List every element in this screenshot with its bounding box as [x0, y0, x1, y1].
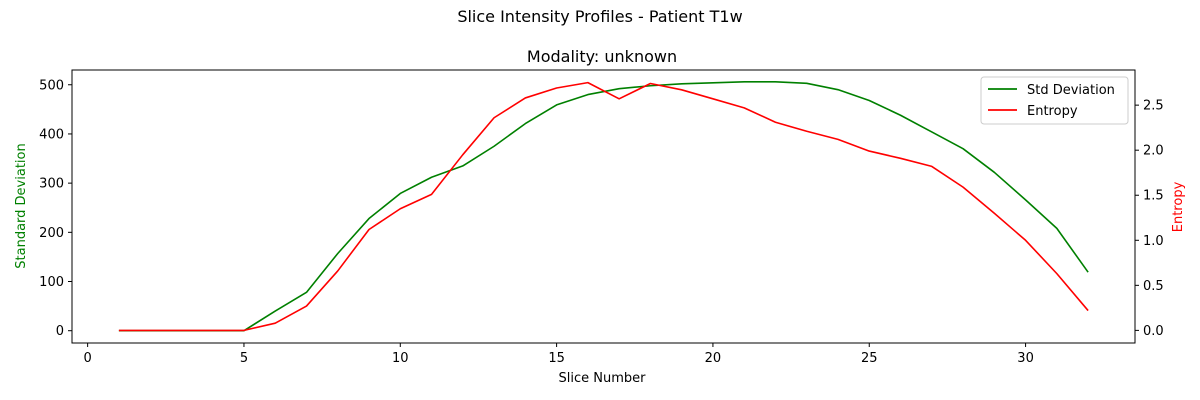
plot-frame: [71, 69, 1136, 344]
y-left-tick-label: 0: [56, 324, 64, 339]
y-axis-left: 0 100 200 300 400 500: [39, 78, 72, 339]
x-tick-label: 0: [83, 351, 91, 366]
x-axis-label: Slice Number: [559, 371, 647, 386]
y-axis-left-label: Standard Deviation: [14, 143, 29, 268]
x-axis: 0 5 10 15 20 25 30: [83, 343, 1034, 366]
y-right-tick-label: 0.5: [1143, 279, 1164, 294]
chart-subtitle: Modality: unknown: [527, 47, 677, 66]
y-left-tick-label: 200: [39, 226, 64, 241]
legend-label-std-deviation: Std Deviation: [1027, 83, 1115, 98]
y-right-tick-label: 1.0: [1143, 234, 1164, 249]
x-tick-label: 15: [548, 351, 565, 366]
y-right-tick-label: 1.5: [1143, 189, 1164, 204]
y-right-tick-label: 2.5: [1143, 99, 1164, 114]
x-tick-label: 30: [1017, 351, 1034, 366]
x-tick-label: 20: [705, 351, 722, 366]
y-right-tick-label: 0.0: [1143, 324, 1164, 339]
y-left-tick-label: 300: [39, 177, 64, 192]
series-line-std-deviation: [118, 81, 1089, 332]
y-axis-right: 0.0 0.5 1.0 1.5 2.0 2.5: [1135, 99, 1164, 339]
y-left-tick-label: 100: [39, 275, 64, 290]
y-left-tick-label: 500: [39, 78, 64, 93]
y-left-tick-label: 400: [39, 127, 64, 142]
x-tick-label: 25: [861, 351, 878, 366]
legend: Std Deviation Entropy: [980, 76, 1129, 125]
series-line-entropy: [118, 81, 1089, 332]
x-tick-label: 5: [240, 351, 248, 366]
y-axis-right-label: Entropy: [1171, 181, 1186, 232]
x-tick-label: 10: [392, 351, 409, 366]
chart-title: Slice Intensity Profiles - Patient T1w: [457, 7, 742, 26]
y-right-tick-label: 2.0: [1143, 144, 1164, 159]
series-lines: [118, 81, 1089, 332]
legend-box: [980, 76, 1129, 125]
plot-area: [71, 69, 1136, 344]
legend-label-entropy: Entropy: [1027, 104, 1078, 119]
